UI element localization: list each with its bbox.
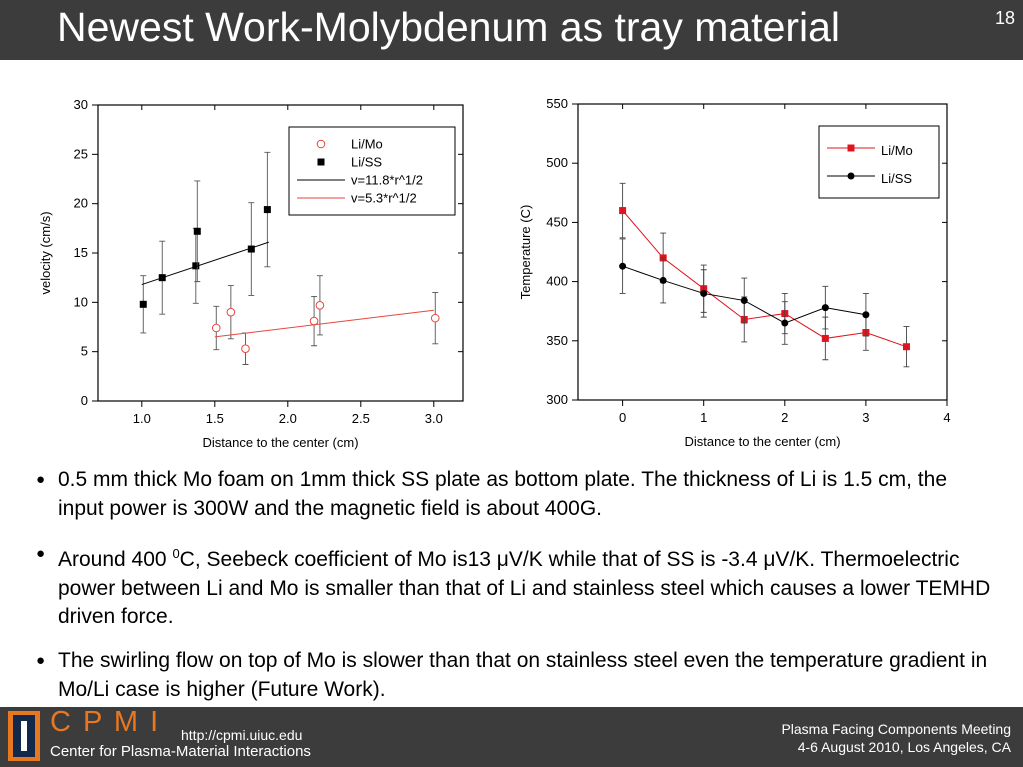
bullet: 0.5 mm thick Mo foam on 1mm thick SS pla… <box>36 466 996 523</box>
marker <box>781 319 789 327</box>
x-axis-label: Distance to the center (cm) <box>684 434 840 449</box>
legend-label: Li/SS <box>351 155 382 170</box>
marker <box>619 207 627 215</box>
page-number: 18 <box>994 8 1015 28</box>
bullet-text: Around 400 <box>58 548 173 571</box>
marker <box>192 262 200 270</box>
x-axis-label: Distance to the center (cm) <box>202 435 358 450</box>
y-tick-label: 10 <box>74 294 88 309</box>
y-tick-label: 0 <box>81 393 88 408</box>
legend-label: Li/Mo <box>881 143 913 158</box>
legend-label: v=11.8*r^1/2 <box>351 173 423 188</box>
legend-marker <box>847 172 855 180</box>
legend-label: Li/SS <box>881 171 912 186</box>
y-tick-label: 15 <box>74 245 88 260</box>
legend-marker <box>316 139 326 149</box>
y-tick-label: 350 <box>546 333 568 348</box>
x-tick-label: 2.5 <box>352 411 370 426</box>
legend-label: Li/Mo <box>351 137 383 152</box>
marker <box>862 311 870 319</box>
x-tick-label: 1.5 <box>206 411 224 426</box>
meeting-date: 4-6 August 2010, Los Angeles, CA <box>797 739 1011 755</box>
marker <box>241 344 250 354</box>
y-tick-label: 5 <box>81 344 88 359</box>
y-tick-label: 300 <box>546 392 568 407</box>
y-axis-label: Temperature (C) <box>518 205 533 300</box>
marker <box>821 304 829 312</box>
y-tick-label: 30 <box>74 97 88 112</box>
bullet-text: C, Seebeck coefficient of Mo is13 μV/K w… <box>58 548 991 628</box>
legend-box <box>288 126 456 216</box>
marker <box>430 313 440 323</box>
legend-marker <box>847 144 855 152</box>
marker <box>700 289 708 297</box>
marker <box>619 262 627 270</box>
y-tick-label: 20 <box>74 196 88 211</box>
marker <box>740 297 748 305</box>
x-tick-label: 2 <box>781 410 788 425</box>
org-name: Center for Plasma-Material Interactions <box>50 743 311 760</box>
y-tick-label: 25 <box>74 146 88 161</box>
x-tick-label: 1.0 <box>133 411 151 426</box>
bullet: Around 400 0C, Seebeck coefficient of Mo… <box>36 540 996 632</box>
marker <box>193 227 201 235</box>
series-line <box>622 210 907 348</box>
x-tick-label: 4 <box>943 410 950 425</box>
marker <box>821 334 829 342</box>
y-tick-label: 500 <box>546 155 568 170</box>
marker <box>211 323 221 333</box>
footer-bar <box>0 707 1023 767</box>
slide-title: Newest Work-Molybdenum as tray material <box>57 4 841 50</box>
x-tick-label: 0 <box>619 410 626 425</box>
bullet-text: 0.5 mm thick Mo foam on 1mm thick SS pla… <box>58 468 947 520</box>
header-bar <box>0 0 1023 60</box>
y-tick-label: 400 <box>546 274 568 289</box>
bullet: The swirling flow on top of Mo is slower… <box>36 647 996 704</box>
series-line <box>141 241 269 286</box>
x-tick-label: 1 <box>700 410 707 425</box>
legend-box <box>818 125 940 199</box>
meeting: Plasma Facing Components Meeting 4-6 Augu… <box>781 720 1011 756</box>
marker <box>247 245 255 253</box>
marker <box>263 206 271 214</box>
logo-icon <box>8 711 40 761</box>
y-tick-label: 550 <box>546 96 568 111</box>
y-axis-label: velocity (cm/s) <box>38 211 53 294</box>
marker <box>902 343 910 351</box>
legend-marker <box>317 158 325 166</box>
legend-label: v=5.3*r^1/2 <box>351 191 417 206</box>
marker <box>226 307 236 317</box>
y-tick-label: 450 <box>546 214 568 229</box>
superscript: 0 <box>172 546 180 561</box>
url: http://cpmi.uiuc.edu <box>181 727 303 743</box>
marker <box>315 300 325 310</box>
marker <box>659 276 667 284</box>
bullet-text: The swirling flow on top of Mo is slower… <box>58 649 988 701</box>
logo-text: C P M I <box>50 706 161 738</box>
plot-frame <box>577 103 948 401</box>
x-tick-label: 3 <box>862 410 869 425</box>
x-tick-label: 3.0 <box>425 411 443 426</box>
marker <box>309 316 319 326</box>
series-line <box>214 309 434 338</box>
x-tick-label: 2.0 <box>279 411 297 426</box>
meeting-name: Plasma Facing Components Meeting <box>781 721 1011 737</box>
marker <box>139 300 147 308</box>
